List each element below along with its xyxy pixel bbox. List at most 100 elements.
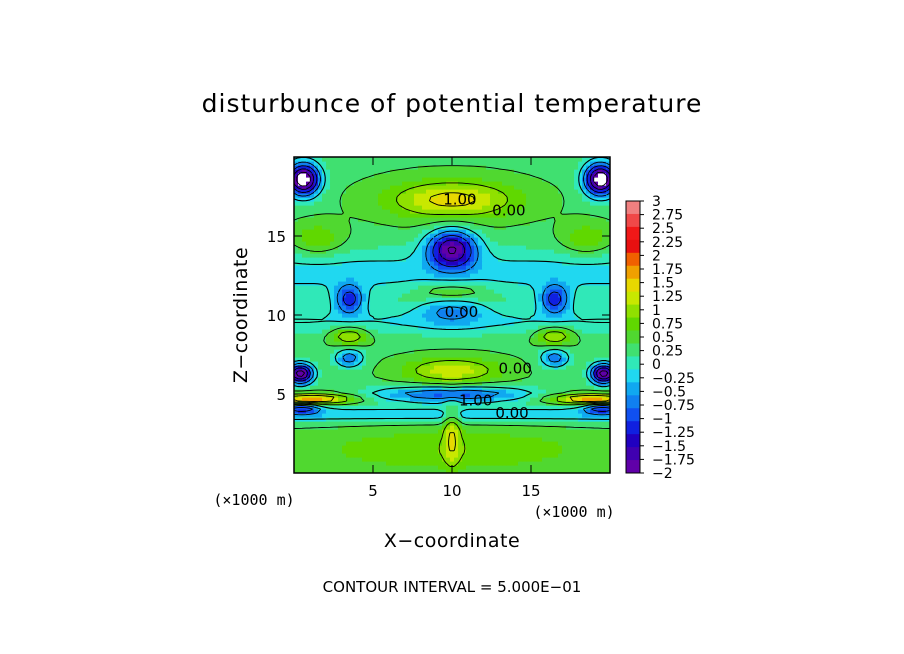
heatmap-cell: [534, 369, 539, 374]
heatmap-cell: [486, 273, 491, 278]
heatmap-cell: [434, 393, 439, 398]
heatmap-cell: [562, 321, 567, 326]
heatmap-cell: [446, 413, 451, 418]
heatmap-cell: [362, 381, 367, 386]
heatmap-cell: [502, 261, 507, 266]
heatmap-cell: [586, 329, 591, 334]
heatmap-cell: [518, 317, 523, 322]
heatmap-cell: [394, 429, 399, 434]
heatmap-cell: [606, 397, 610, 402]
heatmap-cell: [598, 469, 603, 473]
heatmap-cell: [522, 365, 527, 370]
heatmap-cell: [374, 373, 379, 378]
heatmap-cell: [554, 257, 559, 262]
heatmap-cell: [566, 457, 571, 462]
heatmap-cell: [370, 429, 375, 434]
heatmap-cell: [538, 461, 543, 466]
heatmap-cell: [418, 397, 423, 402]
heatmap-cell: [546, 313, 551, 318]
heatmap-cell: [306, 245, 311, 250]
heatmap-cell: [586, 221, 591, 226]
heatmap-cell: [486, 345, 491, 350]
heatmap-cell: [322, 469, 327, 473]
heatmap-cell: [430, 249, 435, 254]
heatmap-cell: [322, 381, 327, 386]
heatmap-cell: [446, 389, 451, 394]
heatmap-cell: [446, 265, 451, 270]
heatmap-cell: [514, 237, 519, 242]
heatmap-cell: [350, 289, 355, 294]
heatmap-cell: [294, 329, 299, 334]
heatmap-cell: [594, 321, 599, 326]
heatmap-cell: [550, 373, 555, 378]
heatmap-cell: [318, 269, 323, 274]
heatmap-cell: [602, 257, 607, 262]
heatmap-cell: [422, 265, 427, 270]
heatmap-cell: [342, 457, 347, 462]
heatmap-cell: [530, 369, 535, 374]
heatmap-cell: [538, 241, 543, 246]
heatmap-cell: [554, 409, 559, 414]
heatmap-cell: [530, 417, 535, 422]
heatmap-cell: [590, 301, 595, 306]
heatmap-cell: [370, 357, 375, 362]
heatmap-cell: [502, 289, 507, 294]
heatmap-cell: [414, 261, 419, 266]
heatmap-cell: [342, 237, 347, 242]
heatmap-cell: [330, 357, 335, 362]
heatmap-cell: [362, 353, 367, 358]
heatmap-cell: [442, 425, 447, 430]
heatmap-cell: [362, 413, 367, 418]
heatmap-cell: [562, 301, 567, 306]
heatmap-cell: [562, 345, 567, 350]
heatmap-cell: [578, 225, 583, 230]
heatmap-cell: [334, 421, 339, 426]
heatmap-cell: [422, 461, 427, 466]
heatmap-cell: [542, 449, 547, 454]
heatmap-cell: [474, 221, 479, 226]
heatmap-cell: [294, 229, 299, 234]
heatmap-cell: [346, 401, 351, 406]
heatmap-cell: [302, 265, 307, 270]
heatmap-cell: [570, 337, 575, 342]
heatmap-cell: [582, 301, 587, 306]
heatmap-cell: [482, 429, 487, 434]
heatmap-cell: [566, 249, 571, 254]
heatmap-cell: [498, 345, 503, 350]
heatmap-cell: [398, 369, 403, 374]
heatmap-cell: [382, 437, 387, 442]
heatmap-cell: [558, 321, 563, 326]
heatmap-cell: [494, 305, 499, 310]
heatmap-cell: [406, 345, 411, 350]
heatmap-cell: [314, 369, 319, 374]
heatmap-cell: [438, 433, 443, 438]
heatmap-cell: [582, 221, 587, 226]
heatmap-cell: [386, 457, 391, 462]
heatmap-cell: [310, 325, 315, 330]
heatmap-cell: [426, 421, 431, 426]
heatmap-cell: [326, 281, 331, 286]
heatmap-cell: [582, 225, 587, 230]
heatmap-cell: [466, 417, 471, 422]
heatmap-cell: [482, 293, 487, 298]
heatmap-cell: [306, 269, 311, 274]
heatmap-cell: [442, 401, 447, 406]
heatmap-cell: [526, 445, 531, 450]
heatmap-cell: [326, 321, 331, 326]
heatmap-cell: [354, 309, 359, 314]
heatmap-cell: [566, 465, 571, 470]
heatmap-cell: [378, 409, 383, 414]
heatmap-cell: [446, 337, 451, 342]
heatmap-cell: [434, 441, 439, 446]
heatmap-cell: [394, 421, 399, 426]
heatmap-cell: [478, 425, 483, 430]
heatmap-cell: [434, 405, 439, 410]
heatmap-cell: [574, 277, 579, 282]
heatmap-cell: [586, 349, 591, 354]
heatmap-cell: [438, 321, 443, 326]
heatmap-cell: [338, 269, 343, 274]
heatmap-cell: [294, 253, 299, 258]
heatmap-cell: [514, 409, 519, 414]
heatmap-cell: [330, 421, 335, 426]
heatmap-cell: [470, 309, 475, 314]
